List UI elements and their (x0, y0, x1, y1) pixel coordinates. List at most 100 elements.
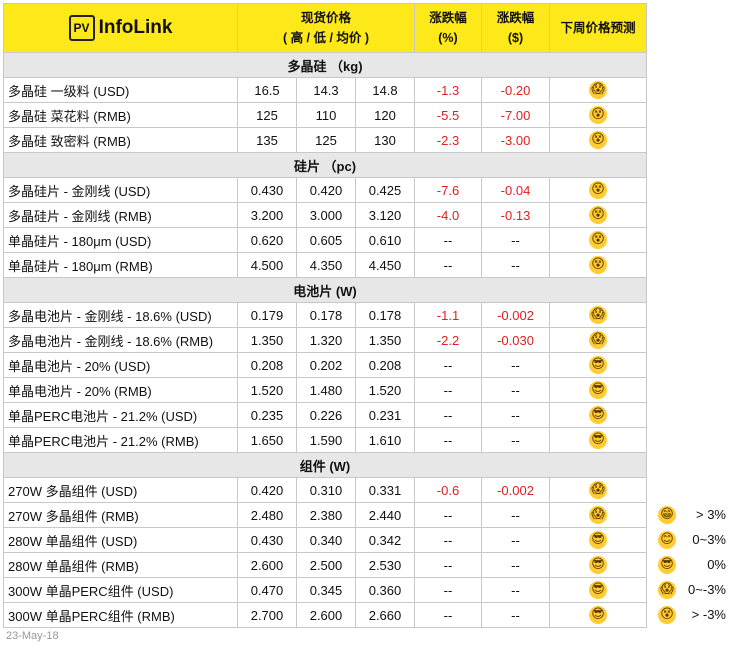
change-value: -- (414, 252, 482, 278)
product-name: 270W 多晶组件 (USD) (3, 477, 238, 503)
product-name: 单晶PERC电池片 - 21.2% (RMB) (3, 427, 238, 453)
forecast-icon: 😵 (589, 131, 607, 149)
forecast-icon: 😎 (589, 356, 607, 374)
product-name: 多晶硅 菜花料 (RMB) (3, 102, 238, 128)
forecast-icon: 😵 (589, 231, 607, 249)
product-name: 300W 单晶PERC组件 (RMB) (3, 602, 238, 628)
change-value: -2.2 (414, 327, 482, 353)
price-value: 1.520 (237, 377, 297, 403)
price-value: 0.179 (237, 302, 297, 328)
forecast-cell: 😵 (549, 102, 647, 128)
price-table: PV InfoLink 现货价格 ( 高 / 低 / 均价 ) 涨跌幅 (%) 涨跌幅… (3, 3, 647, 628)
price-value: 1.520 (355, 377, 415, 403)
forecast-icon: 😎 (589, 556, 607, 574)
price-value: 0.605 (296, 227, 356, 253)
price-value: 4.450 (355, 252, 415, 278)
legend-icon: 😊 (658, 530, 676, 549)
change-value: -- (481, 502, 550, 528)
change-value: -7.00 (481, 102, 550, 128)
price-value: 0.420 (237, 477, 297, 503)
price-value: 1.480 (296, 377, 356, 403)
product-name: 单晶硅片 - 180μm (RMB) (3, 252, 238, 278)
price-value: 2.700 (237, 602, 297, 628)
price-value: 0.178 (355, 302, 415, 328)
header-line: (%) (438, 31, 458, 45)
price-value: 1.350 (355, 327, 415, 353)
forecast-cell: 😵 (549, 177, 647, 203)
header-line: 现货价格 (300, 11, 351, 25)
product-name: 270W 多晶组件 (RMB) (3, 502, 238, 528)
change-value: -- (481, 377, 550, 403)
price-value: 0.430 (237, 177, 297, 203)
price-value: 0.425 (355, 177, 415, 203)
data-row: 270W 多晶组件 (RMB) 2.480 2.380 2.440 -- -- 😱 (3, 502, 647, 528)
change-value: -- (481, 527, 550, 553)
forecast-cell: 😵 (549, 127, 647, 153)
data-row: 单晶硅片 - 180μm (USD) 0.620 0.605 0.610 -- -- 😵 (3, 227, 647, 253)
change-value: -1.3 (414, 77, 482, 103)
data-row: 多晶硅 菜花料 (RMB) 125 110 120 -5.5 -7.00 😵 (3, 102, 647, 128)
price-value: 0.226 (296, 402, 356, 428)
product-name: 单晶PERC电池片 - 21.2% (USD) (3, 402, 238, 428)
change-value: -0.002 (481, 477, 550, 503)
forecast-icon: 😱 (589, 306, 607, 324)
legend-item: 😎 0% (650, 552, 730, 577)
legend-icon: 😱 (658, 580, 676, 599)
header-line: ($) (507, 31, 524, 45)
section-row: 组件 (W) (3, 452, 647, 478)
change-value: -4.0 (414, 202, 482, 228)
forecast-icon: 😎 (589, 431, 607, 449)
legend-icon: 😁 (658, 505, 676, 524)
forecast-cell: 😎 (549, 352, 647, 378)
change-value: -7.6 (414, 177, 482, 203)
change-value: -- (481, 577, 550, 603)
product-name: 多晶硅片 - 金刚线 (USD) (3, 177, 238, 203)
forecast-cell: 😎 (549, 552, 647, 578)
legend-label: > 3% (696, 507, 726, 522)
price-value: 1.320 (296, 327, 356, 353)
price-value: 0.430 (237, 527, 297, 553)
legend-icon: 😎 (658, 555, 676, 574)
forecast-icon: 😎 (589, 531, 607, 549)
forecast-cell: 😵 (549, 227, 647, 253)
data-row: 280W 单晶组件 (RMB) 2.600 2.500 2.530 -- -- 😎 (3, 552, 647, 578)
legend-label: 0~-3% (688, 582, 726, 597)
header-cell: 涨跌幅 ($) (481, 3, 550, 53)
header-line: ( 高 / 低 / 均价 ) (282, 31, 370, 45)
change-value: -- (414, 602, 482, 628)
data-row: 多晶硅片 - 金刚线 (RMB) 3.200 3.000 3.120 -4.0 -0.13… (3, 202, 647, 228)
price-value: 0.178 (296, 302, 356, 328)
legend-item: 😵 > -3% (650, 602, 730, 627)
forecast-icon: 😵 (589, 256, 607, 274)
price-value: 14.8 (355, 77, 415, 103)
section-row: 电池片 (W) (3, 277, 647, 303)
change-value: -0.6 (414, 477, 482, 503)
price-value: 125 (237, 102, 297, 128)
forecast-cell: 😱 (549, 502, 647, 528)
forecast-cell: 😎 (549, 402, 647, 428)
change-value: -1.1 (414, 302, 482, 328)
header-cell: 涨跌幅 (%) (414, 3, 482, 53)
legend-item: 😱 0~-3% (650, 577, 730, 602)
price-value: 1.610 (355, 427, 415, 453)
product-name: 多晶硅片 - 金刚线 (RMB) (3, 202, 238, 228)
change-value: -- (481, 352, 550, 378)
header-cell: 现货价格 ( 高 / 低 / 均价 ) (237, 3, 415, 53)
price-value: 14.3 (296, 77, 356, 103)
change-value: -0.04 (481, 177, 550, 203)
change-value: -- (414, 402, 482, 428)
logo-text: InfoLink (98, 17, 173, 38)
forecast-cell: 😱 (549, 77, 647, 103)
change-value: -5.5 (414, 102, 482, 128)
date: 23-May-18 (6, 630, 59, 642)
forecast-icon: 😵 (589, 106, 607, 124)
price-value: 0.610 (355, 227, 415, 253)
price-value: 0.345 (296, 577, 356, 603)
change-value: -- (481, 552, 550, 578)
data-row: 多晶硅片 - 金刚线 (USD) 0.430 0.420 0.425 -7.6 -0.04… (3, 177, 647, 203)
price-value: 0.620 (237, 227, 297, 253)
forecast-cell: 😱 (549, 477, 647, 503)
price-value: 1.590 (296, 427, 356, 453)
price-value: 3.120 (355, 202, 415, 228)
